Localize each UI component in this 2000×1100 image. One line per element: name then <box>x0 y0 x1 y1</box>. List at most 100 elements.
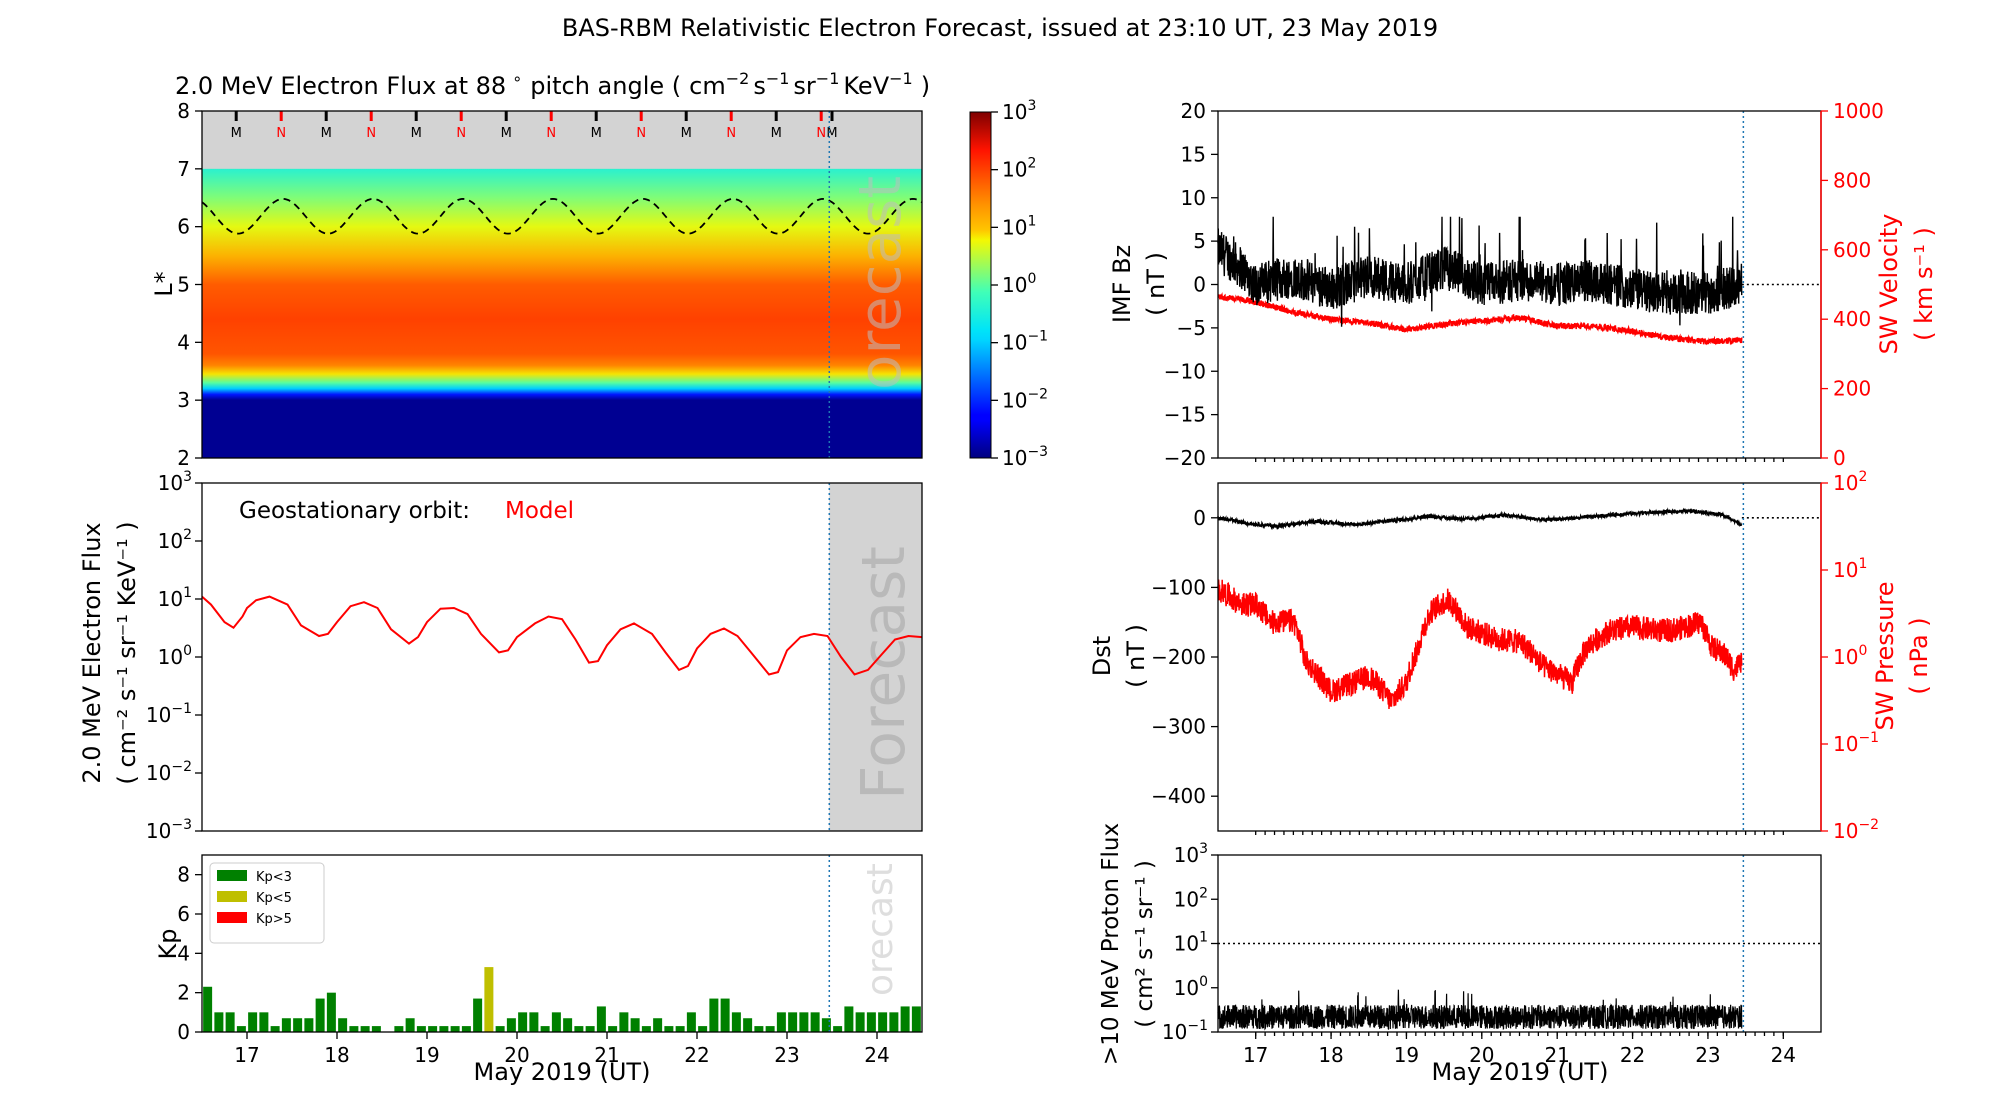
dst-ytick-label: −200 <box>1151 645 1206 669</box>
geo-ytick-label: 102 <box>158 527 192 553</box>
kp-legend: Kp<3 Kp<5 Kp>5 <box>209 862 325 944</box>
kp-bar <box>574 1026 584 1032</box>
kp-bar <box>686 1012 696 1032</box>
imf-ytick-label: −15 <box>1164 403 1206 427</box>
lstar-ytick-label: 2 <box>177 446 190 470</box>
imf-y-ticks: 20 15 10 5 0 −5 −10 −15 −20 <box>1164 99 1218 470</box>
kp-bar <box>585 1026 595 1032</box>
dst-x-minor-ticks <box>1255 831 1784 835</box>
dst-right-tick-label: 100 <box>1833 643 1867 669</box>
right-xlabel: May 2019 (UT) <box>1432 1058 1609 1086</box>
mlt-noon-label: N <box>456 126 466 141</box>
kp-bar <box>394 1026 404 1032</box>
proton-ylabel-line1: >10 MeV Proton Flux <box>1098 823 1124 1065</box>
mlt-noon-label: N <box>276 126 286 141</box>
kp-bar <box>653 1018 663 1032</box>
kp-bar <box>788 1012 798 1032</box>
mlt-midnight-label: M <box>591 126 602 141</box>
kp-xtick-label: 22 <box>684 1043 709 1067</box>
mlt-midnight-label: M <box>321 126 332 141</box>
lstar-y-ticks: 2 3 4 5 6 7 8 <box>177 99 202 470</box>
lstar-ylabel: L* <box>150 271 178 296</box>
kp-bar <box>371 1026 381 1032</box>
geo-y-ticks: 103 102 101 100 10−1 10−2 10−3 <box>146 469 202 843</box>
imf-ylabel-line2: ( nT ) <box>1142 252 1170 316</box>
figure-suptitle: BAS-RBM Relativistic Electron Forecast, … <box>561 14 1439 42</box>
imf-ytick-label: 5 <box>1193 229 1206 253</box>
kp-xtick-label: 20 <box>504 1043 529 1067</box>
kp-bar <box>641 1026 651 1032</box>
dst-line <box>1217 507 1743 531</box>
kp-bar <box>911 1006 921 1032</box>
kp-bar <box>608 1026 618 1032</box>
dst-ylabel-line1: Dst <box>1088 636 1116 676</box>
geo-ytick-label: 101 <box>158 585 192 611</box>
kp-bar <box>326 992 336 1032</box>
kp-bar <box>473 998 483 1032</box>
lstar-ytick-label: 4 <box>177 330 190 354</box>
kp-bar <box>259 1012 269 1032</box>
geo-orbit-label: Geostationary orbit: <box>239 498 470 524</box>
lstar-no-data-region <box>202 111 922 169</box>
kp-bar <box>214 1012 224 1032</box>
dst-ytick-label: −300 <box>1151 715 1206 739</box>
lstar-title: 2.0 MeV Electron Flux at 88 ∘ pitch angle … <box>175 69 930 100</box>
proton-xtick-label: 20 <box>1469 1043 1494 1067</box>
kp-bar <box>540 1026 550 1032</box>
kp-bar <box>506 1018 516 1032</box>
left-xlabel: May 2019 (UT) <box>474 1058 651 1086</box>
kp-bar <box>889 1012 899 1032</box>
kp-bar <box>428 1026 438 1032</box>
colorbar-ticks: 103 102 101 100 10−1 10−2 10−3 <box>991 98 1048 470</box>
mlt-midnight-label: M <box>411 126 422 141</box>
geo-model-label: Model <box>505 498 574 524</box>
mlt-noon-label: N <box>546 126 556 141</box>
dst-ylabel-line2: ( nT ) <box>1122 624 1150 688</box>
geo-ylabel-line2: ( cm⁻² s⁻¹ sr⁻¹ KeV⁻¹ ) <box>113 521 141 784</box>
mlt-midnight-label: M <box>826 126 837 141</box>
kp-bar <box>698 1026 708 1032</box>
kp-bar <box>720 998 730 1032</box>
imf-right-ticks: 1000 800 600 400 200 0 <box>1820 99 1884 470</box>
imf-ytick-label: −20 <box>1164 446 1206 470</box>
imf-right-label-line1: SW Velocity <box>1875 214 1903 355</box>
imf-ytick-label: 0 <box>1193 273 1206 297</box>
kp-bar <box>338 1018 348 1032</box>
kp-axes-frame <box>201 854 923 1033</box>
proton-panel: 103 102 101 100 10−1 17 18 19 20 21 22 23 24 >10 Me… <box>1098 823 1822 1086</box>
kp-bar <box>416 1026 426 1032</box>
kp-bar <box>596 1006 606 1032</box>
kp-bar <box>630 1018 640 1032</box>
cbar-tick-label: 10−3 <box>1002 444 1048 470</box>
mlt-noon-label: N <box>366 126 376 141</box>
cbar-tick-label: 101 <box>1002 213 1036 239</box>
mlt-midnight-label: M <box>501 126 512 141</box>
proton-xtick-label: 21 <box>1544 1043 1569 1067</box>
kp-bar <box>731 1012 741 1032</box>
kp-legend-green-label: Kp<3 <box>256 870 292 885</box>
kp-bar <box>821 1018 831 1032</box>
kp-ytick-label: 4 <box>177 941 190 965</box>
kp-bar <box>754 1026 764 1032</box>
kp-bar <box>225 1012 235 1032</box>
kp-bar <box>529 1012 539 1032</box>
kp-bar <box>844 1006 854 1032</box>
kp-bar <box>450 1026 460 1032</box>
kp-xtick-label: 21 <box>594 1043 619 1067</box>
kp-x-ticks: 17 18 19 20 21 22 23 24 <box>234 1032 890 1067</box>
geo-forecast-shade <box>829 483 922 831</box>
kp-bar <box>484 967 494 1032</box>
cbar-tick-label: 103 <box>1002 98 1036 124</box>
kp-bar <box>236 1026 246 1032</box>
dst-y-ticks: 0 −100 −200 −300 −400 <box>1151 506 1218 808</box>
kp-bar <box>799 1012 809 1032</box>
kp-forecast-watermark: orecast <box>860 863 901 996</box>
mlt-noon-label: N <box>816 126 826 141</box>
mlt-noon-label: N <box>636 126 646 141</box>
kp-bar <box>664 1026 674 1032</box>
kp-bar <box>551 1012 561 1032</box>
proton-ytick-label: 103 <box>1174 841 1208 867</box>
proton-y-ticks: 103 102 101 100 10−1 <box>1162 841 1218 1044</box>
